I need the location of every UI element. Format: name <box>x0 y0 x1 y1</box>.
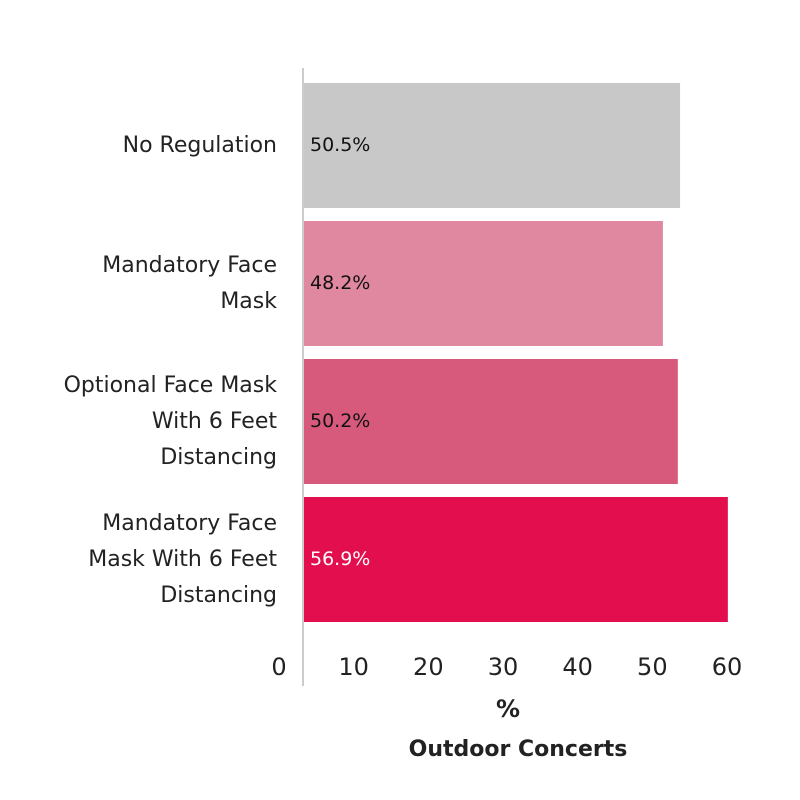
x-tick-label: 0 <box>271 653 286 681</box>
category-label: Optional Face Mask With 6 Feet Distancin… <box>63 372 277 470</box>
x-tick-label: 40 <box>562 653 593 681</box>
x-tick-label: 20 <box>413 653 444 681</box>
bar <box>304 83 681 208</box>
bar <box>304 359 678 484</box>
category-label: Mandatory Face Mask <box>102 252 277 314</box>
x-tick-label: 30 <box>488 653 519 681</box>
category-label: Mandatory Face Mask With 6 Feet Distanci… <box>88 510 277 608</box>
value-label: 56.9% <box>310 548 370 570</box>
caption: Outdoor Concerts <box>409 737 628 762</box>
category-label: No Regulation <box>122 132 277 158</box>
bar <box>304 497 728 622</box>
x-tick-label: 10 <box>338 653 369 681</box>
value-label: 50.2% <box>310 410 370 432</box>
x-tick-label: 50 <box>637 653 668 681</box>
bar <box>304 221 663 346</box>
x-axis-label: % <box>496 695 520 723</box>
value-label: 48.2% <box>310 272 370 294</box>
value-label: 50.5% <box>310 134 370 156</box>
x-tick-label: 60 <box>712 653 743 681</box>
